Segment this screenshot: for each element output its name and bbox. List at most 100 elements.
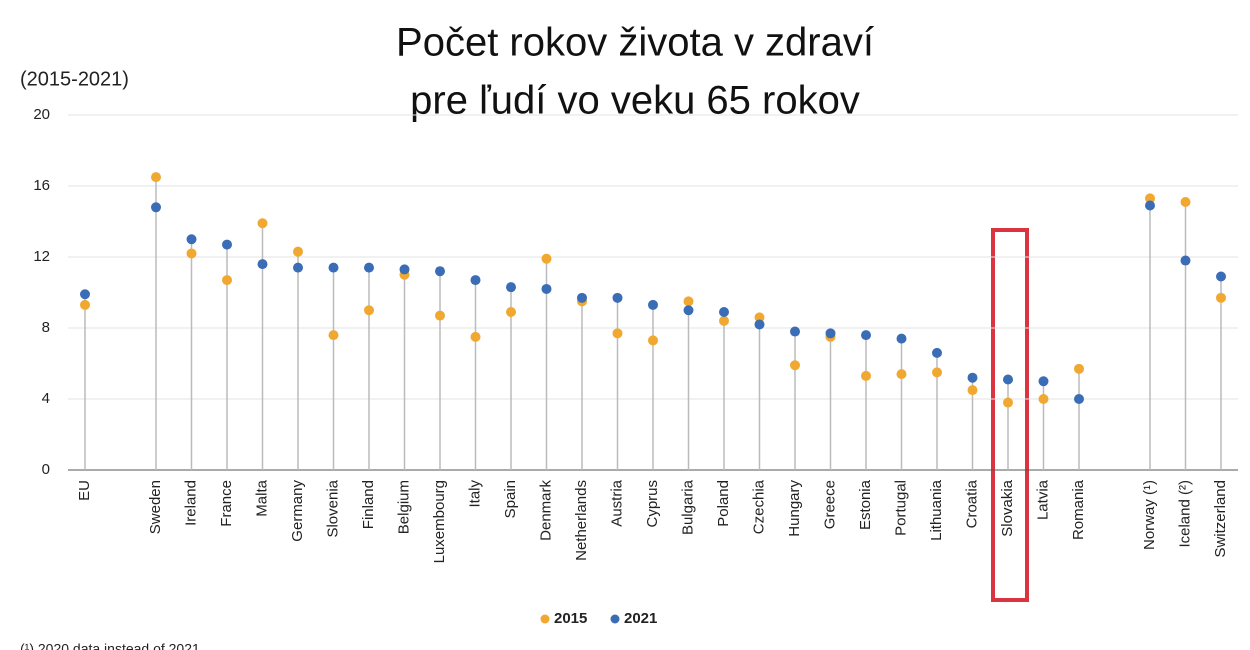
x-tick-label: Denmark: [537, 480, 554, 541]
dot: [790, 360, 800, 371]
dot: [293, 262, 303, 273]
dot: [1145, 200, 1155, 211]
dot: [435, 310, 445, 321]
dot: [754, 312, 765, 323]
x-tick-label: Finland: [360, 480, 377, 529]
dot: [577, 292, 587, 303]
y-tick-label: 0: [42, 461, 50, 478]
x-tick-label: Switzerland: [1212, 480, 1229, 558]
x-tick-label: Czechia: [750, 479, 767, 534]
x-tick-label: Ireland: [182, 480, 199, 526]
dot: [506, 307, 516, 318]
dot: [470, 275, 481, 286]
dot: [1038, 376, 1049, 387]
x-tick-label: Iceland (²): [1176, 480, 1193, 548]
dot: [186, 248, 197, 259]
x-tick-label: Sweden: [147, 480, 164, 534]
dot: [861, 330, 871, 341]
y-tick-label: 16: [33, 177, 50, 194]
x-tick-label: Estonia: [857, 479, 874, 530]
legend-marker: [540, 614, 550, 624]
dot: [1216, 292, 1226, 303]
dot: [612, 292, 623, 303]
legend-label: 2021: [624, 610, 657, 627]
dot: [683, 305, 694, 316]
x-tick-label: Lithuania: [928, 479, 945, 541]
x-tick-label: Belgium: [395, 480, 412, 534]
y-tick-label: 4: [42, 390, 50, 407]
dot: [328, 330, 339, 341]
dot: [790, 326, 800, 337]
dot: [1003, 374, 1013, 385]
dot: [861, 370, 871, 381]
dot: [612, 328, 623, 339]
dot: [80, 299, 90, 310]
x-tick-label: Spain: [502, 480, 519, 518]
x-tick-label: Slovenia: [324, 479, 341, 537]
x-tick-label: Austria: [608, 479, 625, 526]
x-tick-label: Cyprus: [644, 480, 661, 528]
dot: [1074, 363, 1084, 374]
dot: [648, 335, 658, 346]
dot: [364, 262, 374, 273]
dot: [967, 385, 978, 396]
dot: [1145, 193, 1155, 204]
x-tick-label: Netherlands: [573, 480, 590, 561]
dot: [364, 305, 374, 316]
dot: [825, 328, 836, 339]
x-tick-label: Slovakia: [999, 479, 1016, 536]
dot: [932, 367, 942, 378]
x-tick-label: Greece: [821, 480, 838, 529]
dot: [967, 372, 978, 383]
dot: [80, 289, 90, 300]
dot: [1074, 394, 1084, 404]
x-tick-label: EU: [76, 480, 93, 501]
dot: [151, 202, 161, 213]
chart-title: Počet rokov života v zdraví: [396, 21, 874, 65]
x-tick-label: Bulgaria: [679, 479, 696, 535]
dot: [719, 315, 729, 326]
footnote: (¹) 2020 data instead of 2021: [20, 641, 200, 650]
x-tick-label: France: [218, 480, 235, 527]
dot: [506, 282, 516, 293]
chart-title: pre ľudí vo veku 65 rokov: [410, 79, 860, 123]
dot: [293, 246, 303, 257]
dot: [1180, 255, 1191, 266]
y-tick-label: 8: [42, 319, 50, 336]
x-tick-label: Italy: [466, 480, 483, 508]
highlight-box: [991, 228, 1029, 602]
dot: [541, 283, 552, 294]
dot: [1180, 196, 1191, 207]
dot: [186, 234, 197, 245]
x-tick-label: Luxembourg: [431, 480, 448, 563]
dot: [1003, 397, 1013, 408]
dot: [399, 264, 410, 275]
x-tick-label: Croatia: [963, 479, 980, 528]
legend-marker: [610, 614, 620, 624]
legend-label: 2015: [554, 610, 587, 627]
dot: [896, 333, 907, 344]
x-tick-label: Germany: [289, 480, 306, 542]
x-tick-label: Poland: [715, 480, 732, 527]
dot: [222, 275, 232, 286]
dot: [754, 319, 765, 330]
dot: [719, 307, 729, 318]
dot: [257, 259, 268, 270]
dot: [435, 266, 445, 277]
dot: [896, 369, 907, 380]
x-tick-label: Latvia: [1034, 479, 1051, 520]
dot: [222, 239, 232, 250]
dot: [257, 218, 268, 229]
dot: [151, 172, 161, 183]
dot: [1038, 394, 1049, 404]
dot: [1216, 271, 1226, 282]
y-tick-label: 12: [33, 248, 50, 265]
x-tick-label: Romania: [1070, 479, 1087, 540]
x-tick-label: Hungary: [786, 480, 803, 537]
dot: [683, 296, 694, 307]
x-tick-label: Malta: [253, 479, 270, 516]
dot: [328, 262, 339, 273]
dot: [932, 347, 942, 358]
dot: [541, 253, 552, 264]
x-tick-label: Portugal: [892, 480, 909, 536]
